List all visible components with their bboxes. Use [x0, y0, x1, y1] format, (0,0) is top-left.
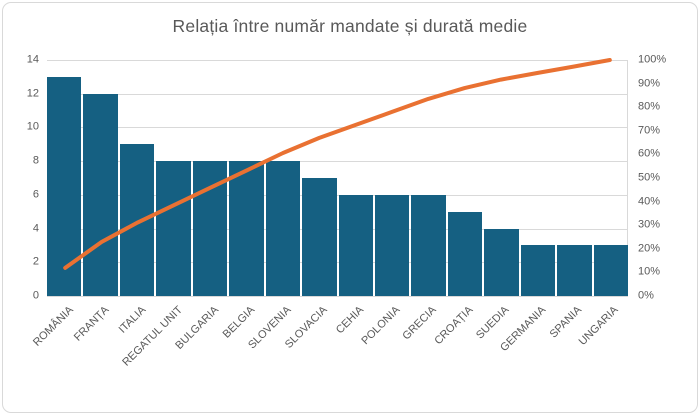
left-value-axis: 0 2 4 6 8 10 12 14	[0, 54, 39, 301]
gridline	[47, 127, 628, 129]
left-axis-tick-label: 2	[32, 255, 39, 268]
bar-franța	[83, 93, 118, 296]
right-axis-tick-label: 40%	[638, 195, 661, 208]
right-axis-tick-label: 80%	[638, 100, 661, 113]
left-axis-tick-label: 10	[26, 120, 39, 133]
right-axis-tick-label: 100%	[638, 53, 667, 66]
right-axis-tick-label: 10%	[638, 265, 661, 278]
bar-slovenia	[265, 161, 301, 296]
category-label: CEHIA	[333, 304, 367, 337]
right-axis-tick-label: 90%	[638, 77, 661, 90]
plot-area	[47, 58, 628, 297]
bar-series	[47, 60, 628, 296]
gridline	[47, 228, 628, 230]
category-label: ITALIA	[116, 304, 149, 336]
bar-spania	[557, 245, 592, 296]
right-axis-tick-label: 70%	[638, 124, 661, 137]
left-axis-tick-label: 8	[32, 154, 39, 167]
left-axis-tick-label: 0	[32, 289, 39, 302]
right-axis-tick-label: 20%	[638, 242, 661, 255]
right-axis-line	[627, 60, 628, 296]
bar-croația	[447, 211, 483, 296]
bar-belgia	[229, 161, 264, 296]
bar-suedia	[484, 228, 519, 296]
right-axis-tick-label: 50%	[638, 171, 661, 184]
left-axis-tick-label: 12	[26, 87, 39, 100]
gridline	[47, 93, 628, 95]
gridline	[47, 194, 628, 196]
right-axis-tick-label: 60%	[638, 147, 661, 160]
bar-slovacia	[302, 178, 337, 296]
category-label: BELGIA	[220, 304, 258, 341]
x-axis-line	[47, 296, 628, 297]
left-axis-tick-label: 6	[32, 188, 39, 201]
category-label: SUEDIA	[473, 304, 512, 342]
right-percent-axis: 0% 10% 20% 30% 40% 50% 60% 70% 80% 90% 100%	[638, 54, 688, 301]
cumulative-percentage-line	[63, 58, 612, 270]
bar-cehia	[338, 194, 373, 296]
category-label: SPANIA	[547, 304, 585, 341]
category-axis: ROMÂNIA FRANȚA ITALIA REGATUL UNIT BULGARIA B…	[31, 300, 628, 410]
cumulative-line-layer	[63, 58, 612, 270]
right-axis-tick-label: 0%	[638, 289, 654, 302]
gridline	[47, 60, 628, 61]
bar-germania	[520, 245, 556, 296]
left-axis-tick-label: 4	[32, 222, 39, 235]
category-label: CROAȚIA	[432, 304, 476, 348]
gridline	[47, 262, 628, 264]
bar-italia	[119, 144, 155, 296]
bar-ungaria	[593, 245, 628, 296]
category-label: POLONIA	[359, 304, 403, 348]
bar-polonia	[374, 194, 410, 296]
bar-regatul-unit	[156, 161, 191, 296]
left-axis-tick-label: 14	[26, 53, 39, 66]
chart-title: Relația între număr mandate și durată me…	[172, 16, 528, 36]
category-label: FRANȚA	[72, 304, 112, 344]
bar-grecia	[411, 194, 446, 296]
gridline	[47, 161, 628, 163]
right-axis-tick-label: 30%	[638, 218, 661, 231]
